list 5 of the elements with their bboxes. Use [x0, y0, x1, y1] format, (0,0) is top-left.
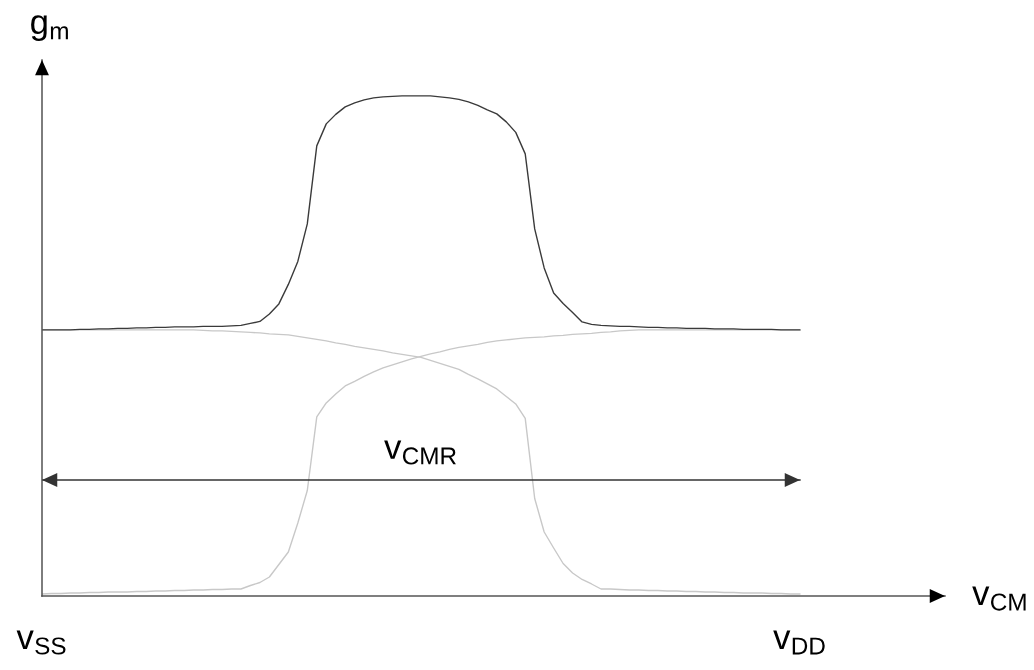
- ref-line-label: v$_{CMR}$: [384, 440, 456, 465]
- x-axis-title: v$_{CM}$: [972, 586, 1026, 611]
- y-axis-title: g$_{m}$: [31, 15, 68, 42]
- x-tick-label: v$_{DD}$: [773, 630, 825, 655]
- x-tick-label: v$_{SS}$: [16, 630, 66, 655]
